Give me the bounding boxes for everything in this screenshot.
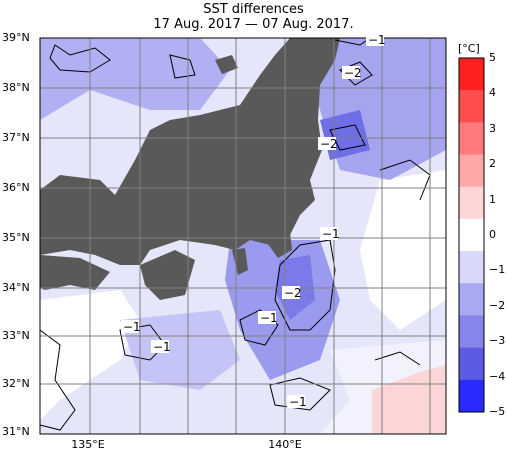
contour-label: −1 xyxy=(368,33,386,47)
colorbar-tick-label: −1 xyxy=(489,263,506,277)
contour-label: −1 xyxy=(322,227,340,241)
warm-anomaly-patch xyxy=(372,365,446,434)
colorbar-tick-label: 2 xyxy=(489,157,496,171)
contour-label: −1 xyxy=(260,311,278,325)
lat-label: 32°N xyxy=(2,377,30,390)
colorbar-tick-label: 5 xyxy=(489,51,496,64)
colorbar-tick-label: 1 xyxy=(489,192,496,206)
colorbar-swatch xyxy=(459,90,484,123)
contour-lines xyxy=(39,37,431,431)
colorbar-tick-label: −5 xyxy=(489,405,506,418)
grid-lines xyxy=(40,38,446,434)
lat-label: 39°N xyxy=(2,31,30,44)
lat-label: 36°N xyxy=(2,181,30,194)
colorbar-swatch xyxy=(459,186,484,220)
land-honshu xyxy=(40,38,340,265)
contour-label-group: −1 −2 −2 −1 −2 −1 −1 −1 −1 xyxy=(121,33,386,409)
map-title: SST differences xyxy=(203,2,304,17)
colorbar-frame xyxy=(458,57,485,413)
lat-label: 38°N xyxy=(2,81,30,94)
colorbar xyxy=(459,58,484,413)
contour-label: −1 xyxy=(153,340,171,354)
colorbar-swatch xyxy=(459,347,484,381)
lat-label: 35°N xyxy=(2,231,30,244)
colorbar-tick-label: 0 xyxy=(489,228,496,241)
colorbar-tick-label: −4 xyxy=(489,369,506,383)
map-subtitle: 17 Aug. 2017 — 07 Aug. 2017. xyxy=(153,17,354,32)
contour-label: −2 xyxy=(284,286,302,300)
land-shikoku xyxy=(40,255,110,290)
colorbar-swatch xyxy=(459,154,484,188)
colorbar-swatch xyxy=(459,379,484,413)
colorbar-tick-label: 3 xyxy=(489,121,496,135)
contour-label: −1 xyxy=(289,395,307,409)
lat-label: 34°N xyxy=(2,281,30,294)
colorbar-swatch xyxy=(459,251,484,284)
colorbar-tick-label: −2 xyxy=(489,298,506,312)
colorbar-tick-label: −3 xyxy=(489,334,506,348)
lon-label: 140°E xyxy=(268,438,302,451)
lat-label: 37°N xyxy=(2,131,30,144)
colorbar-swatch xyxy=(459,218,484,252)
lat-label: 31°N xyxy=(2,425,30,438)
colorbar-swatch xyxy=(459,315,484,349)
contour-label: −2 xyxy=(320,137,338,151)
colorbar-swatch xyxy=(459,283,484,316)
colorbar-swatch xyxy=(459,58,484,91)
colorbar-unit: [°C] xyxy=(458,42,480,55)
contour-label: −2 xyxy=(344,66,362,80)
colorbar-tick-label: 4 xyxy=(489,86,496,100)
colorbar-swatch xyxy=(459,122,484,156)
map-frame xyxy=(39,37,447,435)
land-sado xyxy=(215,55,238,74)
lon-label: 135°E xyxy=(71,438,105,451)
lat-label: 33°N xyxy=(2,329,30,342)
contour-label: −1 xyxy=(123,320,141,334)
